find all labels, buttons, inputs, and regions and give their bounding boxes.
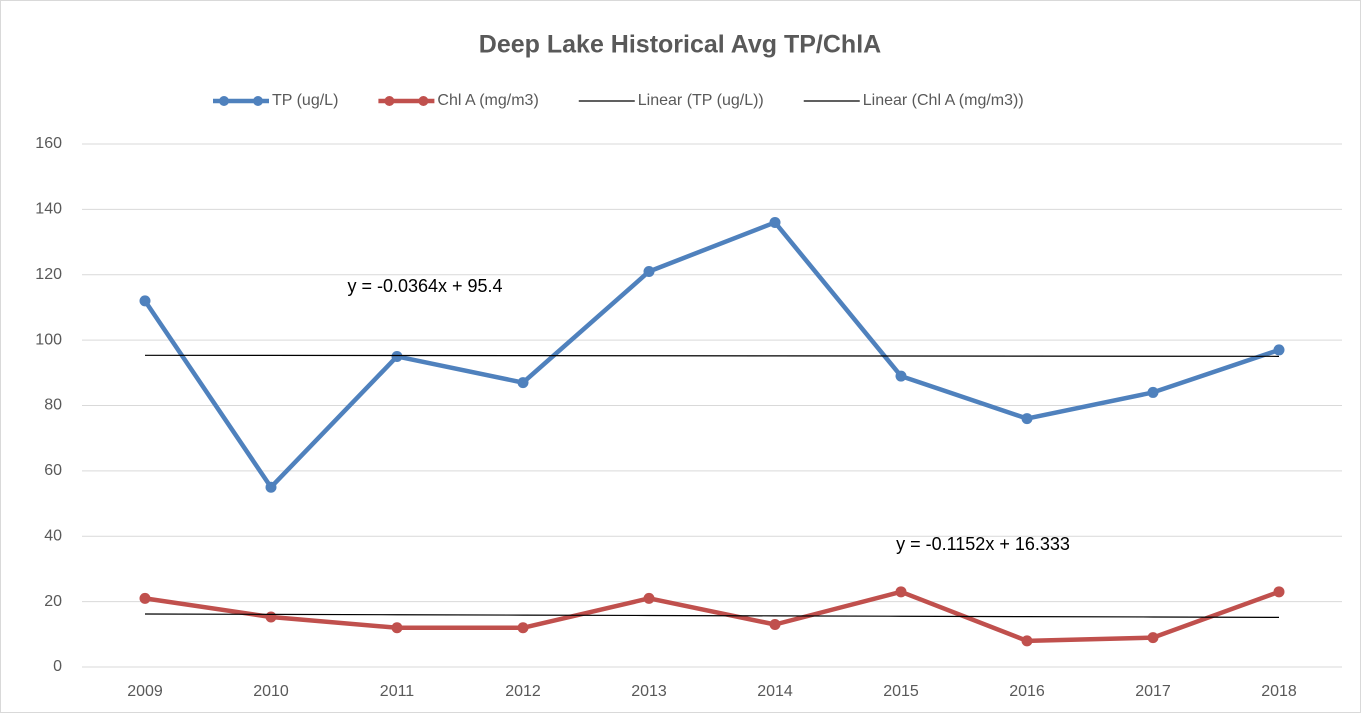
x-tick-label: 2010 (253, 683, 289, 700)
legend-marker (418, 96, 429, 106)
x-tick-label: 2013 (631, 683, 667, 700)
legend-label: TP (ug/L) (272, 92, 338, 109)
y-tick-label: 0 (53, 658, 62, 675)
data-point (265, 481, 277, 493)
y-tick-label: 20 (44, 593, 62, 610)
chart-title: Deep Lake Historical Avg TP/ChlA (479, 31, 881, 59)
data-line (144, 589, 1280, 644)
legend-label: Linear (Chl A (mg/m3)) (863, 92, 1024, 109)
y-tick-label: 60 (44, 462, 62, 479)
data-point (769, 216, 781, 228)
y-tick-label: 160 (35, 135, 62, 152)
data-point (391, 350, 403, 362)
y-tick-label: 40 (44, 527, 62, 544)
data-point (1147, 632, 1159, 644)
data-point (1021, 635, 1033, 647)
data-point (1021, 413, 1033, 425)
data-point (391, 622, 403, 634)
x-tick-label: 2009 (127, 683, 163, 700)
data-point (517, 622, 529, 634)
data-point (769, 619, 781, 631)
trend-equation: y = -0.0364x + 95.4 (347, 276, 502, 296)
x-tick-label: 2015 (883, 683, 919, 700)
data-point (643, 592, 655, 604)
legend-marker (253, 96, 263, 106)
legend-marker (384, 96, 395, 106)
data-line (143, 220, 1280, 490)
x-tick-label: 2014 (757, 683, 793, 700)
data-point (1273, 586, 1285, 598)
data-point (139, 295, 151, 307)
trend-equation: y = -0.1152x + 16.333 (896, 534, 1070, 554)
legend-label: Chl A (mg/m3) (437, 92, 538, 109)
x-tick-label: 2011 (380, 683, 415, 700)
trend-line (144, 613, 1280, 618)
data-point (517, 377, 529, 389)
x-tick-label: 2016 (1009, 683, 1045, 700)
data-point (265, 611, 277, 623)
data-point (139, 592, 151, 604)
trend-line (144, 354, 1280, 357)
legend-marker (219, 96, 229, 106)
x-tick-label: 2017 (1135, 683, 1171, 700)
data-point (895, 586, 907, 598)
x-tick-label: 2012 (505, 683, 541, 700)
x-tick-label: 2018 (1261, 683, 1297, 700)
y-tick-label: 120 (35, 266, 62, 283)
y-tick-label: 140 (35, 201, 62, 218)
legend-label: Linear (TP (ug/L)) (638, 92, 764, 109)
y-tick-label: 100 (35, 331, 62, 348)
data-point (895, 370, 907, 382)
data-point (643, 265, 655, 277)
data-point (1147, 386, 1159, 398)
y-tick-label: 80 (44, 397, 62, 414)
data-point (1273, 344, 1285, 356)
